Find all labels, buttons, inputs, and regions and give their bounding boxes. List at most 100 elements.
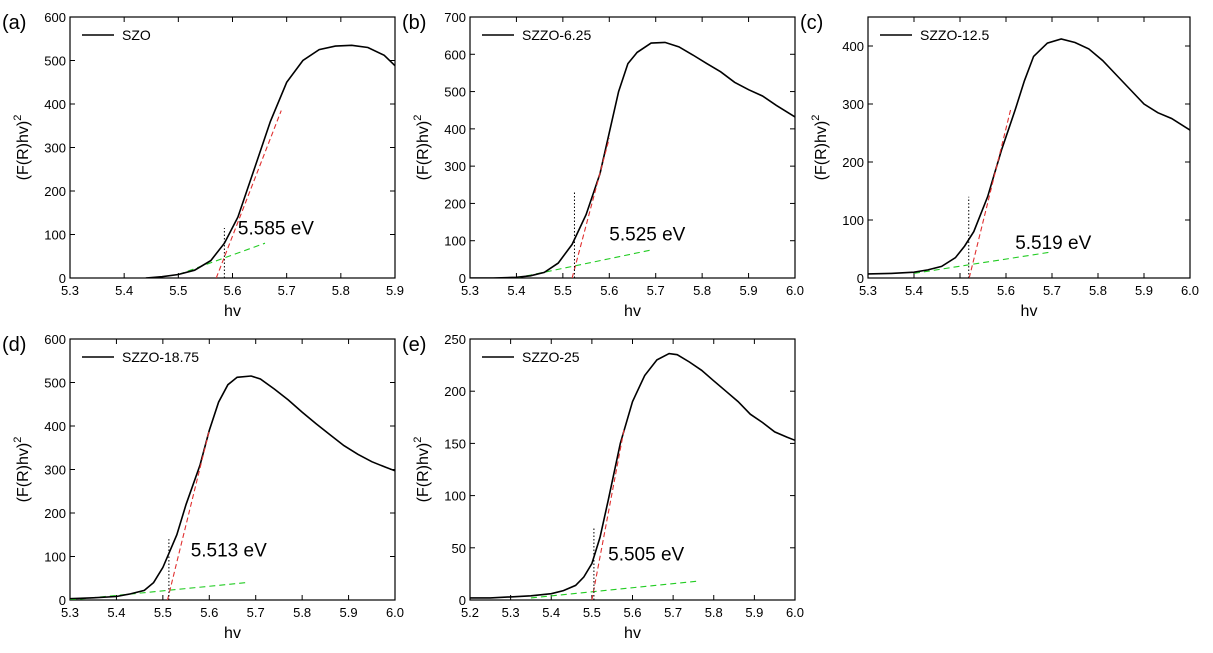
tangent-fit-line <box>215 110 282 278</box>
baseline-fit-line <box>178 242 266 276</box>
x-tick-label: 5.7 <box>647 283 665 298</box>
y-axis-title-superscript: 2 <box>412 437 424 443</box>
y-axis-title-main: (F(R)hv) <box>415 121 432 181</box>
legend-label: SZZO-12.5 <box>920 27 989 43</box>
y-tick-label: 100 <box>44 228 66 243</box>
y-tick-label: 150 <box>444 436 466 451</box>
x-tick-label: 5.9 <box>340 605 358 620</box>
y-axis-title: (F(R)hv)2 <box>810 115 830 181</box>
panel-label: (b) <box>402 12 426 34</box>
x-tick-label: 5.9 <box>1135 283 1153 298</box>
data-curve-line <box>70 375 395 600</box>
x-tick-label: 5.2 <box>461 605 479 620</box>
panel-label: (e) <box>402 334 426 356</box>
y-tick-label: 0 <box>59 271 66 286</box>
tangent-fit-line <box>968 109 1012 278</box>
y-axis-title: (F(R)hv)2 <box>12 437 32 503</box>
y-axis-title-superscript: 2 <box>12 115 24 121</box>
y-tick-label: 50 <box>452 541 466 556</box>
x-tick-label: 5.4 <box>542 605 560 620</box>
x-tick-label: 6.0 <box>786 283 804 298</box>
x-tick-label: 5.3 <box>859 283 877 298</box>
band-gap-annotation: 5.519 eV <box>1015 233 1091 254</box>
y-tick-label: 200 <box>44 506 66 521</box>
x-tick-label: 5.9 <box>386 283 404 298</box>
x-tick-label: 5.3 <box>461 283 479 298</box>
baseline-fit-line <box>530 580 698 599</box>
x-tick-label: 5.8 <box>293 605 311 620</box>
x-tick-label: 5.8 <box>705 605 723 620</box>
y-tick-label: 600 <box>44 10 66 25</box>
y-tick-label: 200 <box>44 184 66 199</box>
y-tick-label: 100 <box>44 550 66 565</box>
y-axis-title: (F(R)hv)2 <box>12 115 32 181</box>
y-axis-title-main: (F(R)hv) <box>415 443 432 503</box>
plot-frame <box>867 16 1191 279</box>
x-tick-label: 5.9 <box>745 605 763 620</box>
y-tick-label: 200 <box>444 384 466 399</box>
y-tick-label: 0 <box>459 593 466 608</box>
y-tick-label: 100 <box>842 213 864 228</box>
x-tick-label: 5.4 <box>115 283 133 298</box>
chart-panel: 5.3 5.4 5.5 5.6 5.7 5.8 5.9 6.0 0 100 200 300 400 500… <box>2 332 404 642</box>
chart-panel: 5.3 5.4 5.5 5.6 5.7 5.8 5.9 6.0 0 100 200 300 400 hv (… <box>800 12 1199 320</box>
baseline-fit-line <box>913 251 1053 274</box>
y-tick-label: 500 <box>44 54 66 69</box>
plot-content <box>470 41 795 278</box>
x-tick-label: 5.9 <box>740 283 758 298</box>
y-tick-label: 0 <box>59 593 66 608</box>
chart-panel: 5.2 5.3 5.4 5.5 5.6 5.7 5.8 5.9 6.0 0 50 100 150 200 2… <box>402 332 804 642</box>
y-tick-label: 0 <box>459 271 466 286</box>
data-curve-line <box>470 41 795 278</box>
x-tick-label: 5.5 <box>583 605 601 620</box>
chart-panel: 5.3 5.4 5.5 5.6 5.7 5.8 5.9 6.0 0 100 200 300 400 500… <box>402 10 804 320</box>
x-tick-label: 6.0 <box>786 605 804 620</box>
x-tick-label: 5.6 <box>200 605 218 620</box>
x-tick-label: 6.0 <box>1181 283 1199 298</box>
y-tick-label: 300 <box>44 463 66 478</box>
x-tick-label: 5.3 <box>502 605 520 620</box>
x-tick-label: 5.5 <box>154 605 172 620</box>
y-axis-title-superscript: 2 <box>12 437 24 443</box>
y-tick-label: 400 <box>44 419 66 434</box>
y-axis-title-main: (F(R)hv) <box>15 443 32 503</box>
y-tick-label: 400 <box>842 39 864 54</box>
x-tick-label: 5.8 <box>1089 283 1107 298</box>
plot-content <box>868 38 1190 278</box>
y-tick-label: 100 <box>444 234 466 249</box>
y-tick-label: 600 <box>444 47 466 62</box>
y-tick-label: 200 <box>842 155 864 170</box>
x-axis-title: hv <box>624 303 641 320</box>
x-axis-title: hv <box>624 625 641 642</box>
y-tick-label: 400 <box>444 122 466 137</box>
legend-label: SZZO-6.25 <box>522 27 591 43</box>
chart-panel: 5.3 5.4 5.5 5.6 5.7 5.8 5.9 0 100 200 300 400 500 600… <box>2 10 404 320</box>
y-tick-label: 500 <box>444 85 466 100</box>
x-tick-label: 5.7 <box>1043 283 1061 298</box>
x-axis-title: hv <box>224 303 241 320</box>
tangent-fit-line <box>166 430 210 600</box>
panel-label: (a) <box>2 12 26 34</box>
y-tick-label: 700 <box>444 10 466 25</box>
x-tick-label: 5.8 <box>332 283 350 298</box>
y-tick-label: 250 <box>444 332 466 347</box>
y-tick-label: 600 <box>44 332 66 347</box>
plot-content <box>470 352 795 600</box>
y-tick-label: 0 <box>857 271 864 286</box>
plot-frame <box>469 16 796 279</box>
x-axis-title: hv <box>1021 303 1038 320</box>
x-tick-label: 5.5 <box>951 283 969 298</box>
x-tick-label: 5.6 <box>600 283 618 298</box>
band-gap-annotation: 5.525 eV <box>609 225 685 246</box>
data-curve-line <box>868 38 1190 275</box>
x-tick-label: 5.6 <box>623 605 641 620</box>
x-tick-label: 5.5 <box>169 283 187 298</box>
y-tick-label: 100 <box>444 489 466 504</box>
y-axis-title: (F(R)hv)2 <box>412 115 432 181</box>
legend-label: SZZO-18.75 <box>122 349 199 365</box>
y-axis-title-main: (F(R)hv) <box>15 121 32 181</box>
legend-label: SZO <box>122 27 151 43</box>
y-tick-label: 300 <box>44 141 66 156</box>
y-tick-label: 500 <box>44 376 66 391</box>
